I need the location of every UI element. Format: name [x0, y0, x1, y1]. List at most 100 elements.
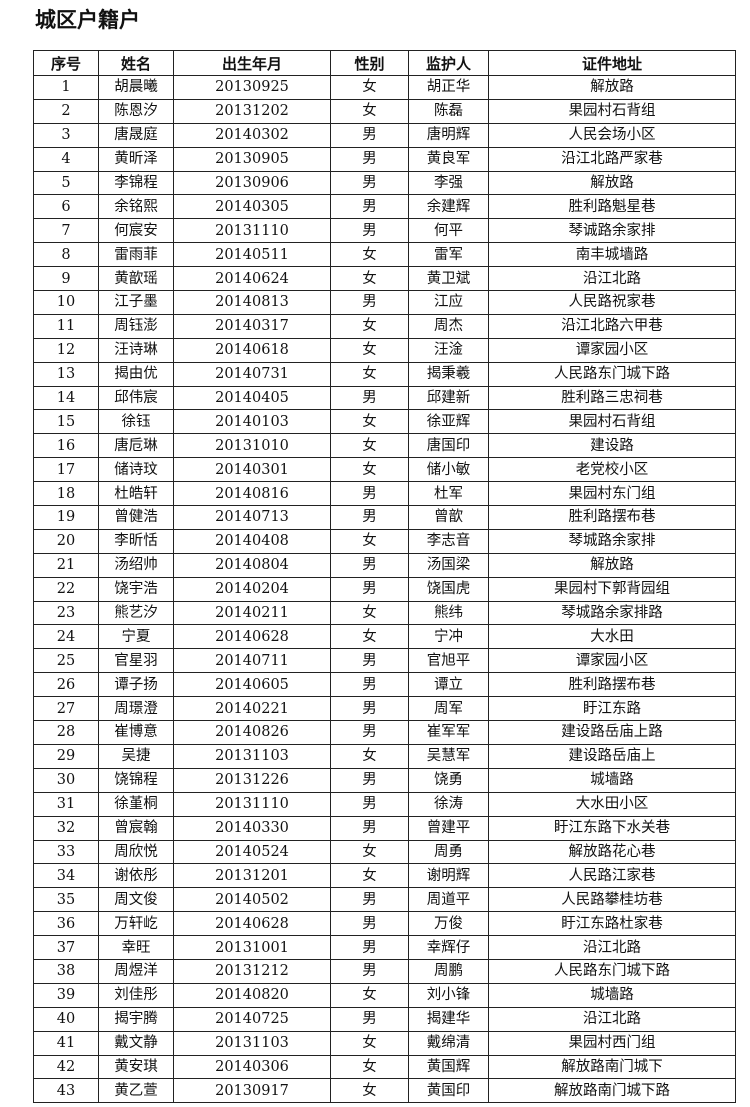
table-cell: 20140221	[173, 696, 331, 722]
table-cell: 20140103	[173, 409, 331, 435]
table-cell: 20140204	[173, 576, 331, 602]
table-cell: 刘佳彤	[98, 982, 174, 1008]
table-row: 15 徐钰 20140103 女徐亚辉 果园村石背组	[33, 409, 736, 435]
table-cell: 周钰澎	[98, 313, 174, 339]
table-cell: 20131226	[173, 767, 331, 793]
page-title: 城区户籍户	[35, 8, 140, 32]
table-cell: 建设路岳庙上路	[488, 720, 736, 745]
table-row: 17 储诗玟 20140301 女储小敏 老党校小区	[33, 457, 736, 483]
table-cell: 20131110	[173, 218, 331, 244]
table-cell: 4	[33, 146, 99, 172]
table-cell: 24	[33, 624, 99, 650]
table-cell: 徐钰	[98, 409, 174, 435]
table-cell: 女	[330, 242, 409, 268]
table-row: 26 谭子扬 20140605 男谭立 胜利路摆布巷	[33, 672, 736, 698]
table-cell: 男	[330, 911, 409, 937]
table-cell: 20140524	[173, 839, 331, 865]
table-cell: 男	[330, 481, 409, 507]
table-cell: 李锦程	[98, 170, 174, 196]
table-cell: 女	[330, 1054, 409, 1080]
table-cell: 18	[33, 481, 99, 507]
table-cell: 解放路花心巷	[488, 839, 736, 865]
table-cell: 20131103	[173, 1030, 331, 1056]
table-cell: 20140820	[173, 982, 331, 1008]
table-cell: 余建辉	[408, 194, 489, 220]
table-cell: 汤国梁	[408, 552, 489, 578]
table-cell: 谭家园小区	[488, 648, 736, 674]
table-row: 9 黄歆瑶 20140624 女黄卫斌 沿江北路	[33, 266, 736, 292]
table-cell: 20140302	[173, 122, 331, 148]
table-cell: 幸辉仔	[408, 935, 489, 960]
table-cell: 人民会场小区	[488, 122, 736, 148]
table-cell: 解放路	[488, 552, 736, 578]
table-cell: 20131201	[173, 863, 331, 889]
table-row: 3 唐晟庭 20140302 男唐明辉 人民会场小区	[33, 122, 736, 148]
table-cell: 女	[330, 337, 409, 363]
table-cell: 20131001	[173, 935, 331, 960]
table-row: 33 周欣悦 20140524 女周勇 解放路花心巷	[33, 839, 736, 865]
table-cell: 23	[33, 600, 99, 626]
table-cell: 官星羽	[98, 648, 174, 674]
table-cell: 黄国印	[408, 1078, 489, 1104]
table-cell: 大水田小区	[488, 791, 736, 817]
table-cell: 沿江北路严家巷	[488, 146, 736, 172]
table-cell: 幸旺	[98, 935, 174, 960]
table-cell: 29	[33, 743, 99, 769]
table-cell: 解放路	[488, 75, 736, 100]
table-row: 1 胡晨曦 20130925 女胡正华 解放路	[33, 75, 736, 100]
table-row: 8 雷雨菲 20140511 女雷军 南丰城墙路	[33, 242, 736, 268]
table-row: 40 揭宇腾 20140725 男揭建华 沿江北路	[33, 1006, 736, 1032]
table-cell: 周鹏	[408, 958, 489, 984]
table-row: 18 杜皓轩 20140816 男杜军 果园村东门组	[33, 481, 736, 507]
table-cell: 胡正华	[408, 75, 489, 100]
table-cell: 谭立	[408, 672, 489, 698]
table-row: 41 戴文静 20131103 女戴绵清 果园村西门组	[33, 1030, 736, 1056]
table-row: 39 刘佳彤 20140820 女刘小锋 城墙路	[33, 982, 736, 1008]
table-cell: 储小敏	[408, 457, 489, 483]
table-row: 7 何宸安 20131110 男何平 琴诚路余家排	[33, 218, 736, 244]
table-cell: 江应	[408, 290, 489, 315]
table-cell: 雷雨菲	[98, 242, 174, 268]
table-cell: 琴诚路余家排	[488, 218, 736, 244]
table-cell: 江子墨	[98, 290, 174, 315]
table-cell: 宁夏	[98, 624, 174, 650]
table-cell: 官旭平	[408, 648, 489, 674]
table-cell: 10	[33, 290, 99, 315]
table-cell: 20140605	[173, 672, 331, 698]
table-cell: 9	[33, 266, 99, 292]
table-cell: 20140301	[173, 457, 331, 483]
table-cell: 周璟澄	[98, 696, 174, 722]
table-cell: 沿江北路	[488, 1006, 736, 1032]
table-cell: 人民路东门城下路	[488, 958, 736, 984]
table-cell: 31	[33, 791, 99, 817]
table-cell: 25	[33, 648, 99, 674]
table-cell: 女	[330, 313, 409, 339]
column-header: 监护人	[408, 50, 489, 76]
table-cell: 徐堇桐	[98, 791, 174, 817]
table-cell: 39	[33, 982, 99, 1008]
table-row: 42 黄安琪 20140306 女黄国辉 解放路南门城下	[33, 1054, 736, 1080]
table-cell: 11	[33, 313, 99, 339]
table-cell: 果园村东门组	[488, 481, 736, 507]
table-cell: 8	[33, 242, 99, 268]
table-cell: 43	[33, 1078, 99, 1104]
table-cell: 揭建华	[408, 1006, 489, 1032]
table-cell: 30	[33, 767, 99, 793]
table-cell: 7	[33, 218, 99, 244]
table-cell: 饶锦程	[98, 767, 174, 793]
table-cell: 34	[33, 863, 99, 889]
table-cell: 万俊	[408, 911, 489, 937]
table-cell: 沿江北路	[488, 935, 736, 960]
table-cell: 谭子扬	[98, 672, 174, 698]
table-cell: 20130925	[173, 75, 331, 100]
table-cell: 盱江东路杜家巷	[488, 911, 736, 937]
table-cell: 揭由优	[98, 361, 174, 387]
table-row: 13 揭由优 20140731 女揭秉羲 人民路东门城下路	[33, 361, 736, 387]
table-row: 23 熊艺汐 20140211 女熊纬 琴城路余家排路	[33, 600, 736, 626]
table-cell: 女	[330, 863, 409, 889]
table-cell: 曾歆	[408, 505, 489, 530]
table-cell: 20131010	[173, 433, 331, 459]
table-cell: 刘小锋	[408, 982, 489, 1008]
table-cell: 20131103	[173, 743, 331, 769]
table-cell: 饶国虎	[408, 576, 489, 602]
